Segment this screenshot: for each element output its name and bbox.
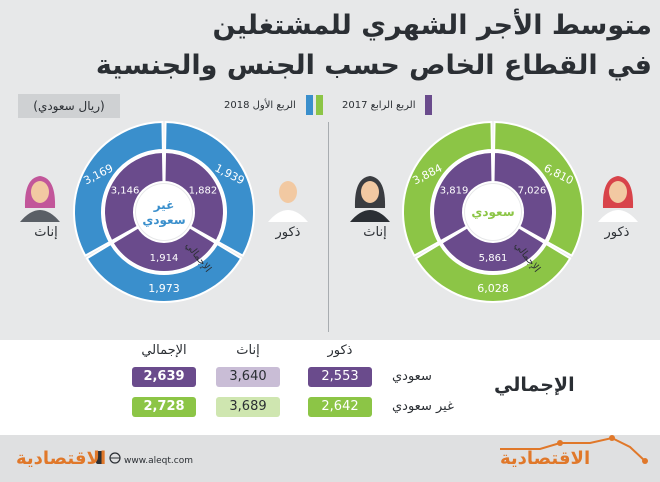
value-outer-total: 6,028	[477, 282, 509, 295]
outer-ring-female	[402, 120, 493, 257]
value-inner-female: 3,819	[440, 186, 469, 197]
cell-nonsaudi-female: 3,689	[216, 397, 280, 417]
title-line-1: متوسط الأجر الشهري للمشتغلين	[212, 10, 652, 41]
footer-dot-icon	[609, 435, 615, 441]
label-male: ذكور	[275, 225, 301, 240]
legend-swatch-2017	[425, 95, 432, 115]
center-label: سعودي	[471, 205, 514, 220]
value-inner-female: 3,146	[111, 186, 140, 197]
inner-ring-total	[440, 226, 546, 273]
cell-nonsaudi-male: 2,642	[308, 397, 372, 417]
man-tie-icon	[268, 181, 308, 222]
label-female: إناث	[34, 225, 57, 240]
inner-ring-female	[432, 150, 494, 243]
man-shemagh-icon	[598, 176, 638, 222]
inner-ring-total	[111, 226, 217, 273]
value-inner-total: 5,861	[479, 253, 508, 264]
value-outer-total: 1,973	[148, 282, 180, 295]
outer-ring-male	[493, 120, 584, 257]
cell-saudi-female: 3,640	[216, 367, 280, 387]
legend-label-2017: الربع الرابع 2017	[342, 100, 416, 111]
row-label-saudi: سعودي	[392, 369, 432, 384]
summary-table	[0, 340, 660, 435]
footer-dot-icon	[642, 458, 648, 464]
outer-ring-male	[164, 120, 255, 257]
title-line-2: في القطاع الخاص حسب الجنس والجنسية	[95, 50, 652, 81]
outer-ring-total	[85, 242, 243, 303]
header-female: إناث	[236, 343, 260, 358]
cell-saudi-male: 2,553	[308, 367, 372, 387]
row-label-nonsaudi: غير سعودي	[392, 399, 454, 414]
center-label: سعودي	[142, 213, 185, 228]
legend-label-2018: الربع الأول 2018	[224, 100, 296, 111]
table-total-label: الإجمالي	[494, 374, 575, 396]
value-inner-male: 1,882	[189, 186, 218, 197]
globe-icon	[109, 452, 121, 464]
footer-decoration	[96, 435, 648, 464]
logo-left: الاقتصادية	[16, 448, 107, 469]
header-total: الإجمالي	[141, 343, 187, 358]
woman-niqab-icon	[350, 176, 390, 222]
cell-nonsaudi-total: 2,728	[132, 397, 196, 417]
logo-right: الاقتصادية	[500, 448, 591, 469]
website-url[interactable]: www.aleqt.com	[124, 456, 193, 466]
center-disc	[136, 184, 192, 240]
legend-swatch-2018-b	[316, 95, 323, 115]
center-disc	[465, 184, 521, 240]
header-male: ذكور	[327, 343, 353, 358]
chart-divider	[328, 122, 329, 332]
inner-ring-male	[163, 150, 225, 243]
label-male: ذكور	[604, 225, 630, 240]
phone-icon	[96, 451, 104, 464]
unit-label: (ريال سعودي)	[18, 94, 120, 118]
woman-hijab-icon	[20, 176, 60, 222]
inner-ring-male	[492, 150, 554, 243]
label-female: إناث	[363, 225, 386, 240]
cell-saudi-total: 2,639	[132, 367, 196, 387]
value-inner-total: 1,914	[150, 253, 179, 264]
inner-ring-female	[103, 150, 165, 243]
donut-charts: 3,1693,1461,9391,8821,9731,914غيرسعوديال…	[20, 120, 638, 303]
value-inner-male: 7,026	[518, 186, 547, 197]
outer-ring-female	[73, 120, 164, 257]
outer-ring-total	[414, 242, 572, 303]
center-label: غير	[153, 198, 175, 212]
footer-dot-icon	[557, 440, 563, 446]
legend-swatch-2018	[306, 95, 313, 115]
